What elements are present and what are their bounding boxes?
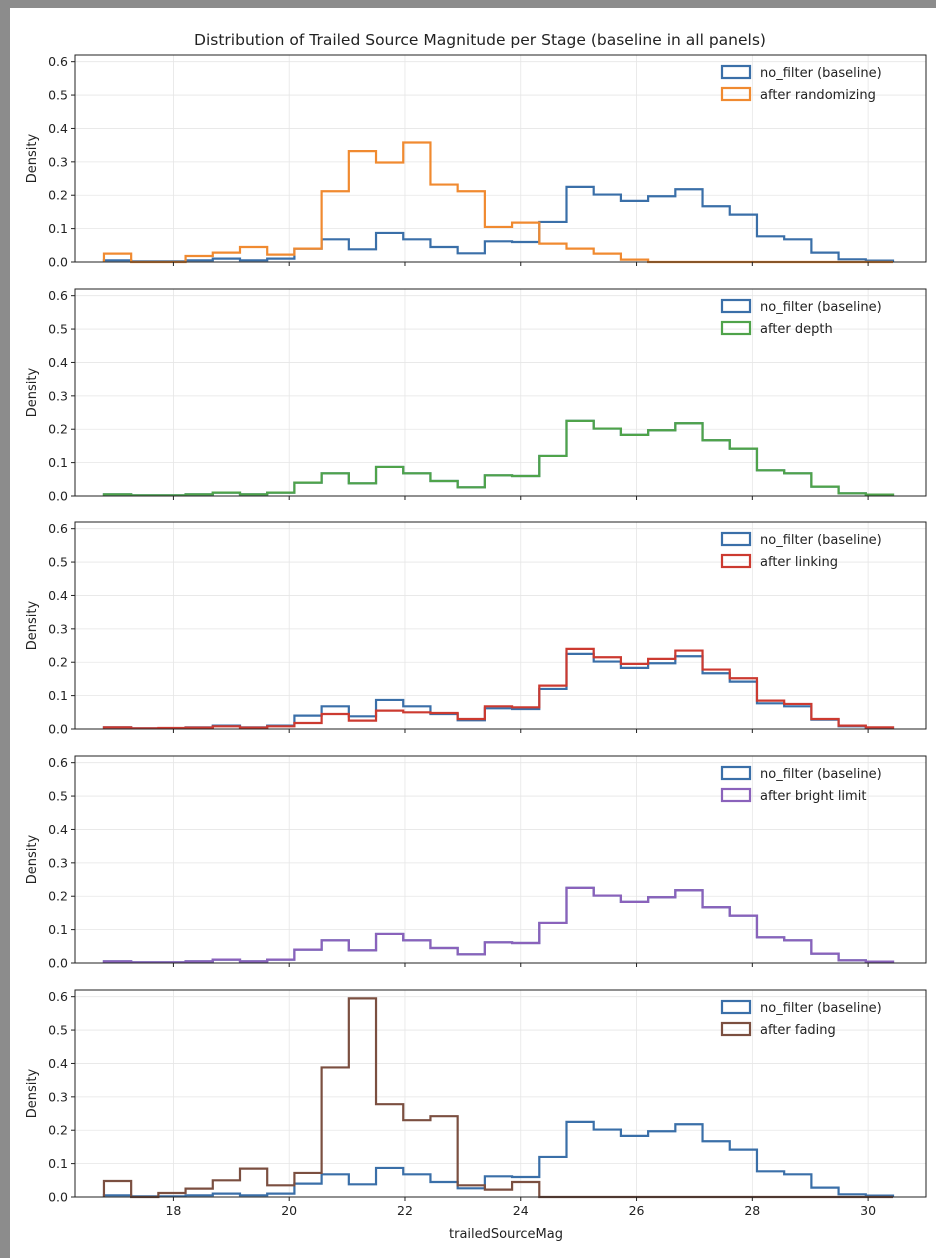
y-tick-label: 0.6 xyxy=(48,755,68,770)
y-tick-label: 0.0 xyxy=(48,722,68,737)
y-tick-label: 0.3 xyxy=(48,154,68,169)
y-tick-label: 0.2 xyxy=(48,422,68,437)
y-tick-label: 0.0 xyxy=(48,255,68,270)
y-tick-label: 0.4 xyxy=(48,588,68,603)
legend-swatch-baseline xyxy=(720,999,752,1015)
panel-5: 0.0 0.1 0.2 0.3 0.4 0.5 0.6 Density no_filter (b… xyxy=(25,989,927,1218)
stage-histogram xyxy=(102,419,895,497)
baseline-histogram xyxy=(102,652,895,730)
y-tick-label: 0.6 xyxy=(48,989,68,1004)
x-axis-label: trailedSourceMag xyxy=(449,1227,563,1242)
stage-histogram xyxy=(102,647,895,730)
legend-label-baseline: no_filter (baseline) xyxy=(760,1001,882,1016)
x-tick-label: 20 xyxy=(281,1203,297,1218)
y-tick-label: 0.2 xyxy=(48,655,68,670)
legend-label-stage: after depth xyxy=(760,322,833,337)
legend-swatch-baseline xyxy=(720,298,752,314)
baseline-histogram xyxy=(102,185,895,263)
axes-frame xyxy=(74,989,927,1198)
legend-swatch-stage xyxy=(720,86,752,102)
panel-4: 0.0 0.1 0.2 0.3 0.4 0.5 0.6 Density no_filter (b… xyxy=(25,755,927,971)
axes-frame xyxy=(74,521,927,730)
x-tick-label: 18 xyxy=(165,1203,181,1218)
stage-histogram xyxy=(102,886,895,964)
legend-swatch-stage xyxy=(720,1021,752,1037)
y-tick-label: 0.5 xyxy=(48,789,68,804)
y-tick-label: 0.1 xyxy=(48,688,68,703)
y-tick-label: 0.5 xyxy=(48,322,68,337)
y-tick-label: 0.3 xyxy=(48,388,68,403)
legend-label-baseline: no_filter (baseline) xyxy=(760,767,882,782)
y-tick-label: 0.3 xyxy=(48,621,68,636)
x-tick-label: 24 xyxy=(513,1203,529,1218)
baseline-histogram xyxy=(102,886,895,964)
legend-swatch-stage xyxy=(720,553,752,569)
y-axis-label: Density xyxy=(25,1068,40,1118)
y-tick-label: 0.5 xyxy=(48,88,68,103)
legend-label-stage: after linking xyxy=(760,555,838,570)
y-tick-label: 0.1 xyxy=(48,455,68,470)
y-tick-label: 0.6 xyxy=(48,288,68,303)
axes-frame xyxy=(74,288,927,497)
panels: 0.0 0.1 0.2 0.3 0.4 0.5 0.6 Density no_filter (b… xyxy=(25,54,927,1218)
panel-3: 0.0 0.1 0.2 0.3 0.4 0.5 0.6 Density no_filter (b… xyxy=(25,521,927,737)
y-tick-label: 0.4 xyxy=(48,822,68,837)
y-tick-label: 0.4 xyxy=(48,121,68,136)
y-axis-label: Density xyxy=(25,834,40,884)
y-tick-label: 0.0 xyxy=(48,1190,68,1205)
axes-frame xyxy=(74,54,927,263)
y-tick-label: 0.3 xyxy=(48,1089,68,1104)
y-tick-label: 0.1 xyxy=(48,922,68,937)
y-tick-label: 0.0 xyxy=(48,956,68,971)
panel-1: 0.0 0.1 0.2 0.3 0.4 0.5 0.6 Density no_filter (b… xyxy=(25,54,927,270)
y-tick-label: 0.6 xyxy=(48,521,68,536)
baseline-histogram xyxy=(102,419,895,497)
baseline-histogram xyxy=(102,1120,895,1198)
legend-swatch-stage xyxy=(720,787,752,803)
y-tick-label: 0.5 xyxy=(48,1023,68,1038)
legend-label-baseline: no_filter (baseline) xyxy=(760,533,882,548)
legend-swatch-stage xyxy=(720,320,752,336)
x-tick-label: 26 xyxy=(629,1203,645,1218)
y-tick-label: 0.2 xyxy=(48,188,68,203)
histogram-figure: Distribution of Trailed Source Magnitude… xyxy=(25,31,927,1242)
y-tick-label: 0.4 xyxy=(48,1056,68,1071)
x-tick-label: 30 xyxy=(860,1203,876,1218)
y-tick-label: 0.6 xyxy=(48,54,68,69)
stage-histogram xyxy=(102,141,893,264)
y-axis-label: Density xyxy=(25,600,40,650)
y-tick-label: 0.1 xyxy=(48,1156,68,1171)
y-axis-label: Density xyxy=(25,367,40,417)
y-tick-label: 0.5 xyxy=(48,555,68,570)
legend-label-stage: after randomizing xyxy=(760,88,876,103)
panel-2: 0.0 0.1 0.2 0.3 0.4 0.5 0.6 Density no_filter (b… xyxy=(25,288,927,504)
legend-label-baseline: no_filter (baseline) xyxy=(760,66,882,81)
y-tick-label: 0.2 xyxy=(48,1123,68,1138)
legend-swatch-baseline xyxy=(720,64,752,80)
x-tick-label: 22 xyxy=(397,1203,413,1218)
chart-title: Distribution of Trailed Source Magnitude… xyxy=(194,31,766,49)
axes-frame xyxy=(74,755,927,964)
y-tick-label: 0.0 xyxy=(48,489,68,504)
y-tick-label: 0.3 xyxy=(48,855,68,870)
legend-swatch-baseline xyxy=(720,765,752,781)
x-tick-label: 28 xyxy=(744,1203,760,1218)
y-tick-label: 0.1 xyxy=(48,221,68,236)
legend-label-stage: after fading xyxy=(760,1023,836,1038)
y-axis-label: Density xyxy=(25,133,40,183)
legend-label-baseline: no_filter (baseline) xyxy=(760,300,882,315)
y-tick-label: 0.2 xyxy=(48,889,68,904)
legend-label-stage: after bright limit xyxy=(760,789,866,804)
legend-swatch-baseline xyxy=(720,531,752,547)
y-tick-label: 0.4 xyxy=(48,355,68,370)
figure: Distribution of Trailed Source Magnitude… xyxy=(10,8,936,1258)
